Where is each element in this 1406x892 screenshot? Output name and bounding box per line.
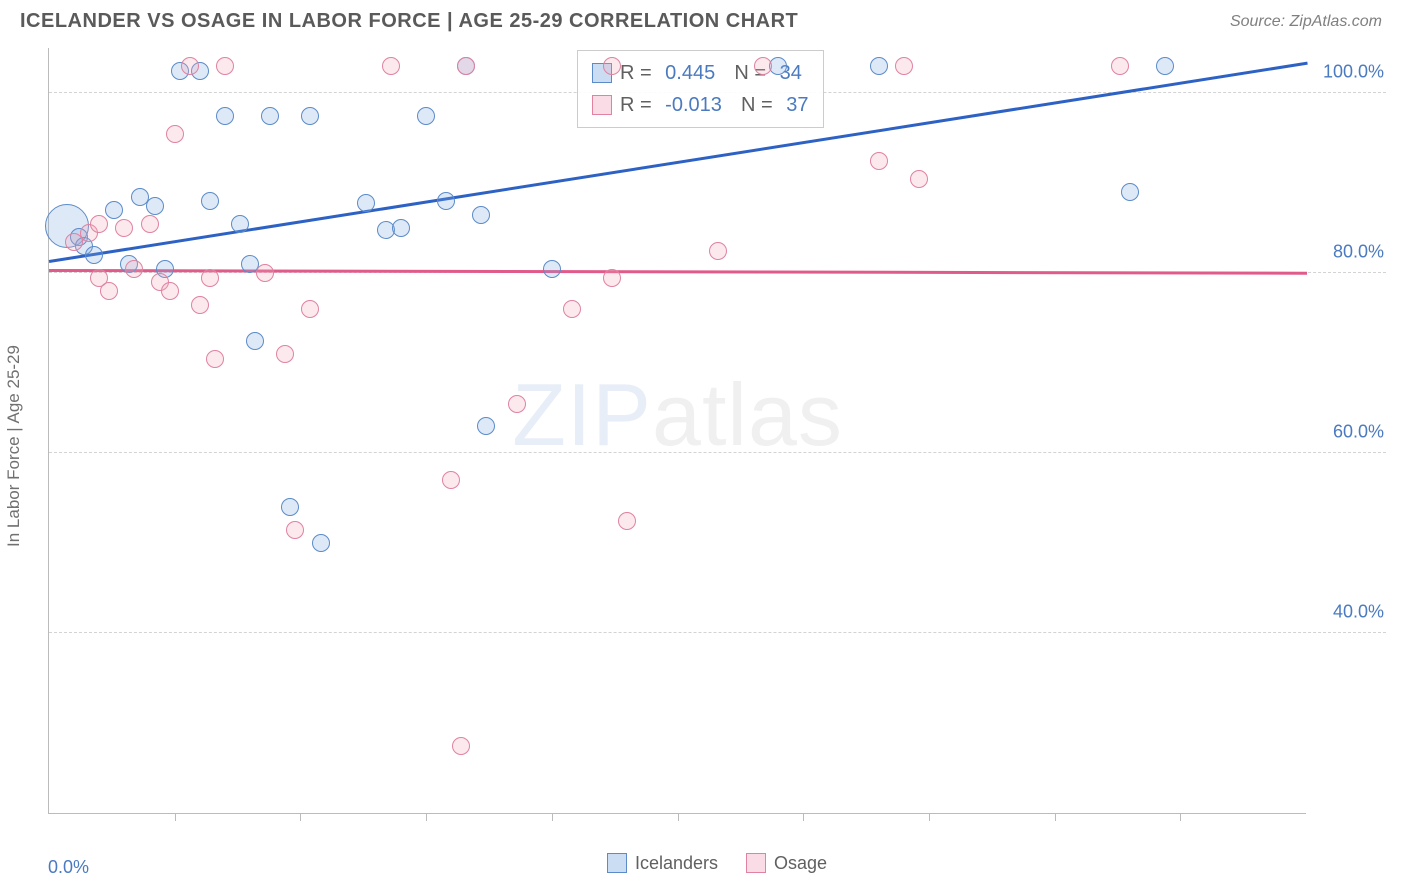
scatter-point — [191, 296, 209, 314]
x-tick — [175, 813, 176, 821]
scatter-point — [286, 521, 304, 539]
chart-area: ZIPatlas 40.0%60.0%80.0%100.0%R = 0.445 … — [48, 48, 1386, 844]
scatter-point — [216, 107, 234, 125]
scatter-point — [452, 737, 470, 755]
legend-r-value: 0.445 — [660, 57, 716, 89]
scatter-point — [281, 498, 299, 516]
scatter-point — [141, 215, 159, 233]
scatter-point — [618, 512, 636, 530]
x-tick — [678, 813, 679, 821]
scatter-point — [870, 57, 888, 75]
scatter-point — [472, 206, 490, 224]
y-tick-label: 100.0% — [1314, 62, 1384, 83]
scatter-point — [603, 57, 621, 75]
scatter-point — [181, 57, 199, 75]
x-tick — [300, 813, 301, 821]
trendline — [49, 269, 1307, 274]
legend-swatch — [746, 853, 766, 873]
scatter-point — [508, 395, 526, 413]
scatter-point — [301, 300, 319, 318]
scatter-point — [1156, 57, 1174, 75]
chart-title: ICELANDER VS OSAGE IN LABOR FORCE | AGE … — [20, 10, 798, 33]
scatter-point — [543, 260, 561, 278]
scatter-point — [216, 57, 234, 75]
scatter-point — [90, 215, 108, 233]
watermark: ZIPatlas — [512, 364, 843, 466]
series-legend: Icelanders Osage — [48, 853, 1386, 879]
legend-n-value: 37 — [781, 89, 809, 121]
scatter-point — [910, 170, 928, 188]
scatter-point — [754, 57, 772, 75]
legend-series-name: Osage — [774, 853, 827, 874]
scatter-point — [437, 192, 455, 210]
scatter-point — [201, 269, 219, 287]
scatter-point — [382, 57, 400, 75]
scatter-point — [105, 201, 123, 219]
gridline — [49, 632, 1386, 633]
legend-row: R = -0.013 N = 37 — [592, 89, 809, 121]
y-tick-label: 60.0% — [1314, 422, 1384, 443]
legend-r-label: R = — [620, 89, 652, 121]
scatter-point — [1121, 183, 1139, 201]
x-tick — [426, 813, 427, 821]
chart-header: ICELANDER VS OSAGE IN LABOR FORCE | AGE … — [0, 0, 1406, 39]
legend-swatch — [607, 853, 627, 873]
x-tick — [1055, 813, 1056, 821]
legend-r-value: -0.013 — [660, 89, 722, 121]
scatter-point — [161, 282, 179, 300]
scatter-point — [231, 215, 249, 233]
scatter-point — [417, 107, 435, 125]
x-tick — [1180, 813, 1181, 821]
y-tick-label: 80.0% — [1314, 242, 1384, 263]
scatter-point — [870, 152, 888, 170]
x-tick — [929, 813, 930, 821]
legend-item: Osage — [746, 853, 827, 874]
scatter-point — [563, 300, 581, 318]
y-tick-label: 40.0% — [1314, 602, 1384, 623]
chart-source: Source: ZipAtlas.com — [1230, 13, 1382, 31]
scatter-point — [166, 125, 184, 143]
gridline — [49, 452, 1386, 453]
legend-r-label: R = — [620, 57, 652, 89]
scatter-point — [85, 246, 103, 264]
legend-series-name: Icelanders — [635, 853, 718, 874]
scatter-point — [206, 350, 224, 368]
y-axis-label: In Labor Force | Age 25-29 — [4, 345, 24, 547]
scatter-point — [115, 219, 133, 237]
scatter-point — [301, 107, 319, 125]
scatter-point — [1111, 57, 1129, 75]
scatter-point — [276, 345, 294, 363]
scatter-point — [457, 57, 475, 75]
scatter-point — [477, 417, 495, 435]
scatter-point — [392, 219, 410, 237]
scatter-point — [312, 534, 330, 552]
scatter-point — [146, 197, 164, 215]
scatter-point — [246, 332, 264, 350]
legend-swatch — [592, 95, 612, 115]
x-tick — [552, 813, 553, 821]
scatter-point — [201, 192, 219, 210]
scatter-point — [256, 264, 274, 282]
scatter-point — [895, 57, 913, 75]
scatter-point — [709, 242, 727, 260]
legend-item: Icelanders — [607, 853, 718, 874]
x-tick — [803, 813, 804, 821]
scatter-point — [100, 282, 118, 300]
scatter-point — [603, 269, 621, 287]
scatter-point — [261, 107, 279, 125]
scatter-point — [442, 471, 460, 489]
legend-n-label: N = — [730, 89, 773, 121]
plot-region: ZIPatlas 40.0%60.0%80.0%100.0%R = 0.445 … — [48, 48, 1306, 814]
scatter-point — [357, 194, 375, 212]
scatter-point — [125, 260, 143, 278]
